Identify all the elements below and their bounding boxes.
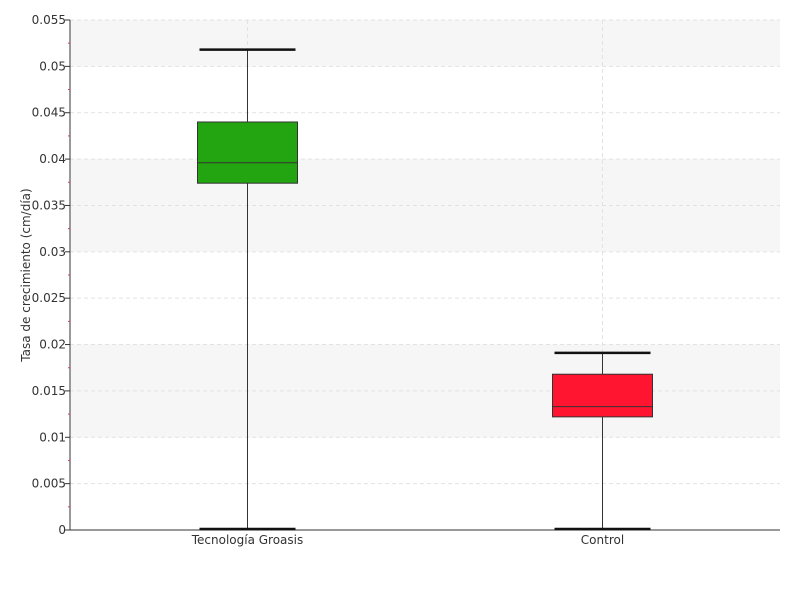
y-tick-label: 0.035 <box>32 198 66 212</box>
x-category-labels: Tecnología Groasis Control <box>191 533 624 547</box>
boxes <box>197 48 653 531</box>
box-group <box>197 48 298 531</box>
y-tick-label: 0.005 <box>32 477 66 491</box>
y-tick-label: 0.03 <box>39 245 66 259</box>
x-category-label: Tecnología Groasis <box>191 533 304 547</box>
background-band <box>71 20 780 67</box>
y-tick-label: 0 <box>58 523 66 537</box>
box-group <box>552 351 653 531</box>
y-tick-label: 0.05 <box>39 59 66 73</box>
grid-lines <box>70 19 780 530</box>
box-iqr <box>552 373 653 418</box>
y-tick-label: 0.01 <box>39 430 66 444</box>
y-axis-title: Tasa de crecimiento (cm/día) <box>19 188 33 362</box>
y-tick-labels: 0 0.005 0.01 0.015 0.02 0.025 0.03 0.035 0.04 0.0… <box>32 13 70 537</box>
box-iqr <box>197 121 298 184</box>
y-tick-label: 0.04 <box>39 152 66 166</box>
y-tick-label: 0.055 <box>32 13 66 27</box>
y-tick-label: 0.015 <box>32 384 66 398</box>
x-category-label: Control <box>581 533 624 547</box>
axes <box>69 20 780 531</box>
y-tick-label: 0.025 <box>32 291 66 305</box>
background-bands <box>71 20 780 438</box>
y-tick-label: 0.02 <box>39 338 66 352</box>
y-tick-label: 0.045 <box>32 106 66 120</box>
